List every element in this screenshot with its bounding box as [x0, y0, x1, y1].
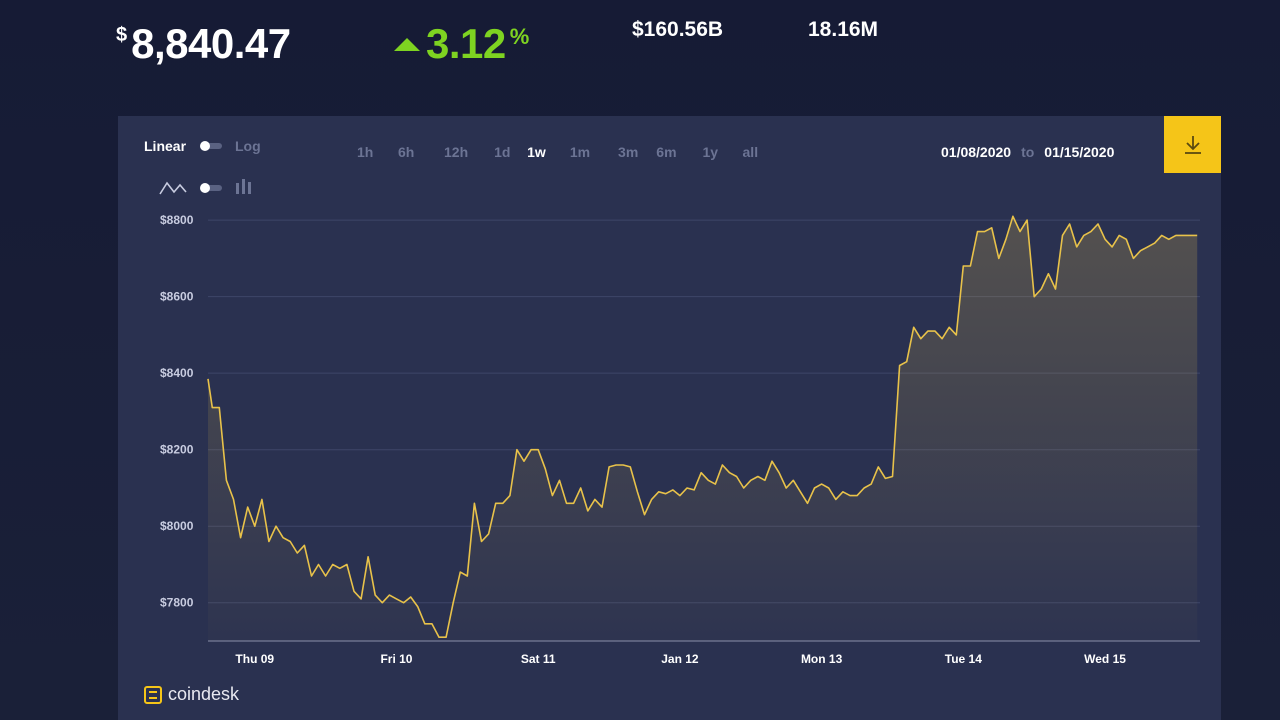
range-3m[interactable]: 3m: [618, 144, 639, 160]
scale-toggle[interactable]: [200, 141, 222, 151]
chart-type-toggle[interactable]: [200, 183, 222, 193]
coindesk-mark-icon: [144, 685, 162, 704]
chart-panel: Linear Log 1h 6h 12h 1d 1w 1m 3m 6m 1y all 01/08/…: [118, 116, 1221, 720]
x-tick-label: Thu 09: [235, 652, 274, 666]
range-6m[interactable]: 6m: [656, 144, 677, 160]
scale-log-label[interactable]: Log: [235, 138, 261, 154]
toggle-knob: [200, 183, 210, 193]
scale-linear-label[interactable]: Linear: [144, 138, 187, 154]
change-value: 3.12: [426, 20, 506, 67]
y-tick-label: $8400: [160, 366, 194, 380]
brand-name: coindesk: [168, 684, 240, 704]
date-to[interactable]: 01/15/2020: [1044, 144, 1115, 160]
download-icon: [1184, 135, 1201, 154]
date-separator: to: [1021, 144, 1035, 160]
y-tick-label: $7800: [160, 596, 194, 610]
y-tick-label: $8200: [160, 443, 194, 457]
range-1m[interactable]: 1m: [569, 144, 591, 160]
range-6h[interactable]: 6h: [398, 144, 415, 160]
y-tick-label: $8800: [160, 213, 194, 227]
market-cap: $160.56B: [632, 18, 724, 41]
coindesk-logo[interactable]: coindesk: [144, 684, 239, 705]
date-range: 01/08/2020 to 01/15/2020: [941, 144, 1114, 160]
price-area: [208, 216, 1198, 642]
x-tick-label: Wed 15: [1084, 652, 1126, 666]
price-change: 3.12 %: [394, 18, 529, 70]
currency-symbol: $: [116, 24, 128, 46]
price-chart: $7800 $8000 $8200 $8400 $8600 $8800 Thu 09 Fri…: [160, 213, 1200, 666]
line-chart-icon[interactable]: [159, 180, 187, 196]
candlestick-icon[interactable]: [234, 177, 254, 197]
range-all[interactable]: all: [742, 144, 759, 160]
date-from[interactable]: 01/08/2020: [941, 144, 1012, 160]
range-1h[interactable]: 1h: [357, 144, 374, 160]
x-tick-label: Sat 11: [521, 652, 556, 666]
x-tick-label: Mon 13: [801, 652, 843, 666]
up-arrow-icon: [394, 38, 420, 51]
x-tick-label: Fri 10: [380, 652, 412, 666]
current-price: 8,840.47: [131, 20, 291, 67]
change-unit: %: [509, 24, 530, 49]
download-button[interactable]: [1164, 116, 1221, 173]
volume: 18.16M: [808, 18, 879, 41]
range-12h[interactable]: 12h: [444, 144, 469, 160]
y-axis-ticks: $7800 $8000 $8200 $8400 $8600 $8800: [160, 213, 194, 610]
x-tick-label: Jan 12: [661, 652, 699, 666]
toggle-knob: [200, 141, 210, 151]
y-tick-label: $8600: [160, 290, 194, 304]
y-tick-label: $8000: [160, 519, 194, 533]
price-display: $ 8,840.47: [116, 18, 291, 70]
range-1d[interactable]: 1d: [494, 144, 511, 160]
price-line: [207, 215, 1198, 638]
time-range-selector: 1h 6h 12h 1d 1w 1m 3m 6m 1y all: [350, 144, 761, 160]
x-tick-label: Tue 14: [945, 652, 982, 666]
range-1y[interactable]: 1y: [702, 144, 719, 160]
x-axis-ticks: Thu 09 Fri 10 Sat 11 Jan 12 Mon 13 Tue 14 Wed …: [235, 652, 1126, 666]
range-1w[interactable]: 1w: [527, 144, 546, 160]
